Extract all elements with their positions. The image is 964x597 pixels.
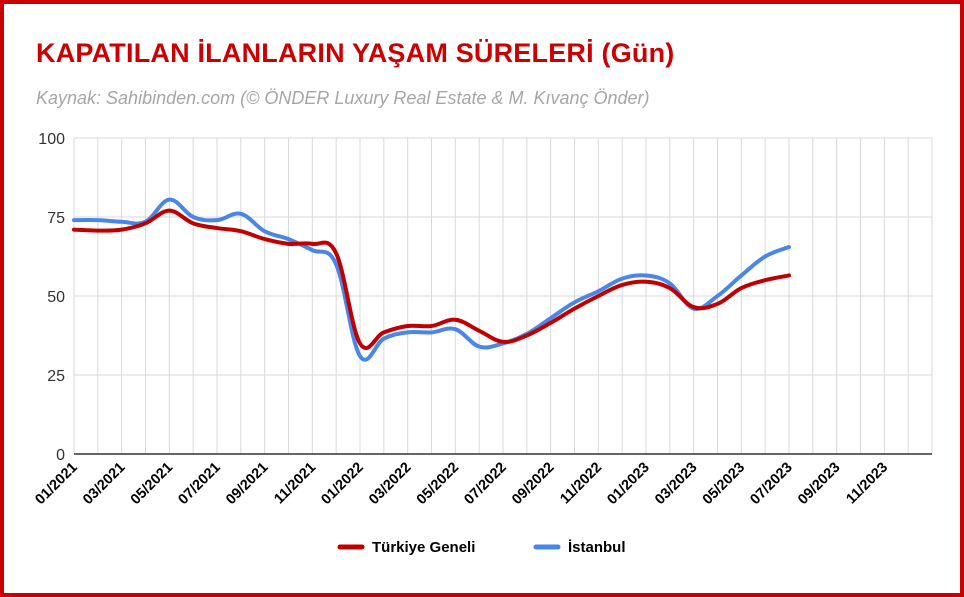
x-tick-label: 11/2023 [843,460,891,508]
legend-label: Türkiye Geneli [372,539,475,556]
x-tick-label: 05/2022 [414,460,462,508]
x-tick-label: 01/2021 [32,460,80,508]
x-tick-label: 09/2023 [795,460,843,508]
y-tick-label: 25 [47,368,65,385]
series-line-istanbul [72,197,791,362]
x-axis: 01/2021 03/2021 05/2021 07/2021 09/2021 11/20… [32,453,932,508]
x-tick-label: 11/2022 [557,460,605,508]
x-tick-label: 07/2023 [747,460,795,508]
legend: Türkiye Geneli İstanbul [337,539,626,556]
series-lines [72,197,791,362]
series-line-turkiye-geneli [72,208,791,351]
x-tick-label: 09/2021 [223,460,271,508]
x-tick-label: 05/2023 [700,460,748,508]
y-tick-label: 100 [38,131,65,148]
chart-subtitle: Kaynak: Sahibinden.com (© ÖNDER Luxury R… [36,88,650,108]
x-tick-label: 01/2023 [604,460,652,508]
x-tick-label: 05/2021 [128,460,176,508]
x-tick-label: 01/2022 [318,460,366,508]
chart-title: KAPATILAN İLANLARIN YAŞAM SÜRELERİ (Gün) [36,38,675,68]
x-tick-label: 07/2021 [175,460,223,508]
y-tick-label: 0 [56,447,65,464]
y-axis: 0 25 50 75 100 [38,131,65,464]
x-tick-label: 11/2021 [271,460,319,508]
grid [73,137,933,454]
x-tick-label: 03/2022 [366,460,414,508]
legend-label: İstanbul [568,539,626,556]
y-tick-label: 50 [47,289,65,306]
x-tick-label: 03/2023 [652,460,700,508]
x-tick-label: 07/2022 [461,460,509,508]
x-tick-label: 03/2021 [80,460,128,508]
y-tick-label: 75 [47,210,65,227]
x-tick-label: 09/2022 [509,460,557,508]
